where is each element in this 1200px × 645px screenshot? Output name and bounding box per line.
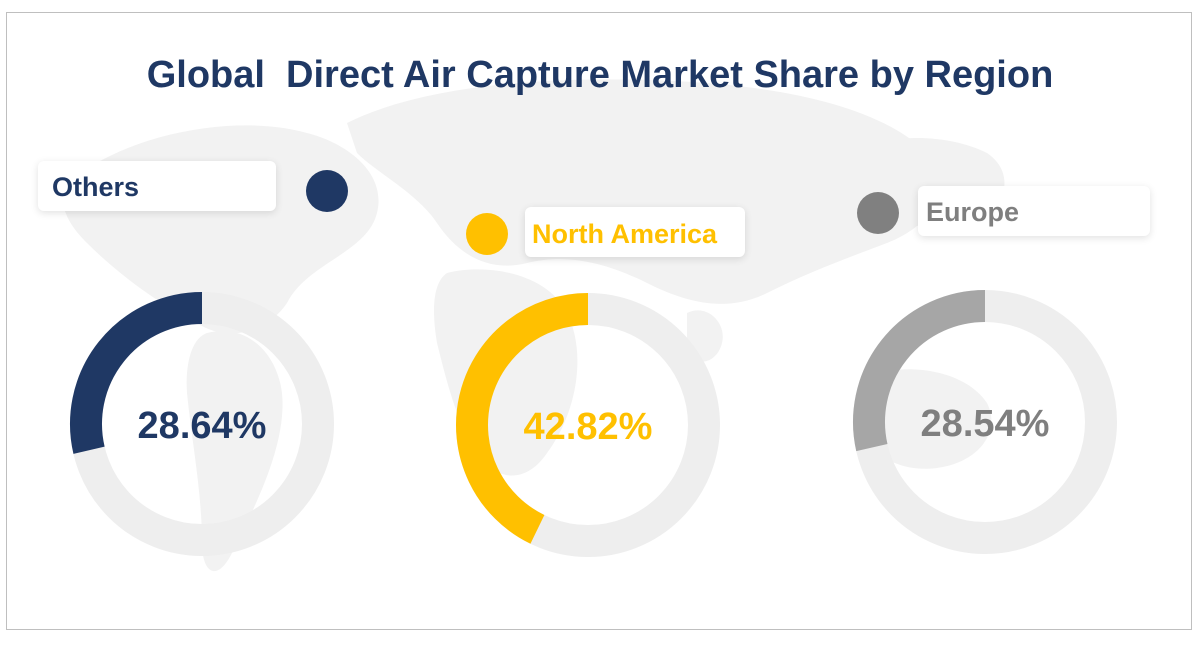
legend-dot-others [306,170,348,212]
legend-label-europe: Europe [926,197,1020,227]
data-label-europe: 28.54% [921,403,1050,445]
donut-chart-north-america: 42.82% [456,293,720,557]
legend-label-north-america: North America [532,219,718,249]
donut-segment-europe [853,290,986,452]
legend-box-north-america [525,207,745,257]
donut-segment-north-america [456,293,589,544]
donut-segment-others [70,292,203,454]
data-label-others: 28.64% [138,405,267,447]
chart-title: Global Direct Air Capture Market Share b… [146,54,1054,96]
legend-label-others: Others [52,172,140,202]
legend-box-europe [918,186,1150,236]
data-label-north-america: 42.82% [524,406,653,448]
legend-box-others [38,161,276,211]
legend-dot-north-america [466,213,508,255]
donut-chart-others: 28.64% [70,292,334,556]
donut-chart-europe: 28.54% [853,290,1117,554]
legend-dot-europe [857,192,899,234]
